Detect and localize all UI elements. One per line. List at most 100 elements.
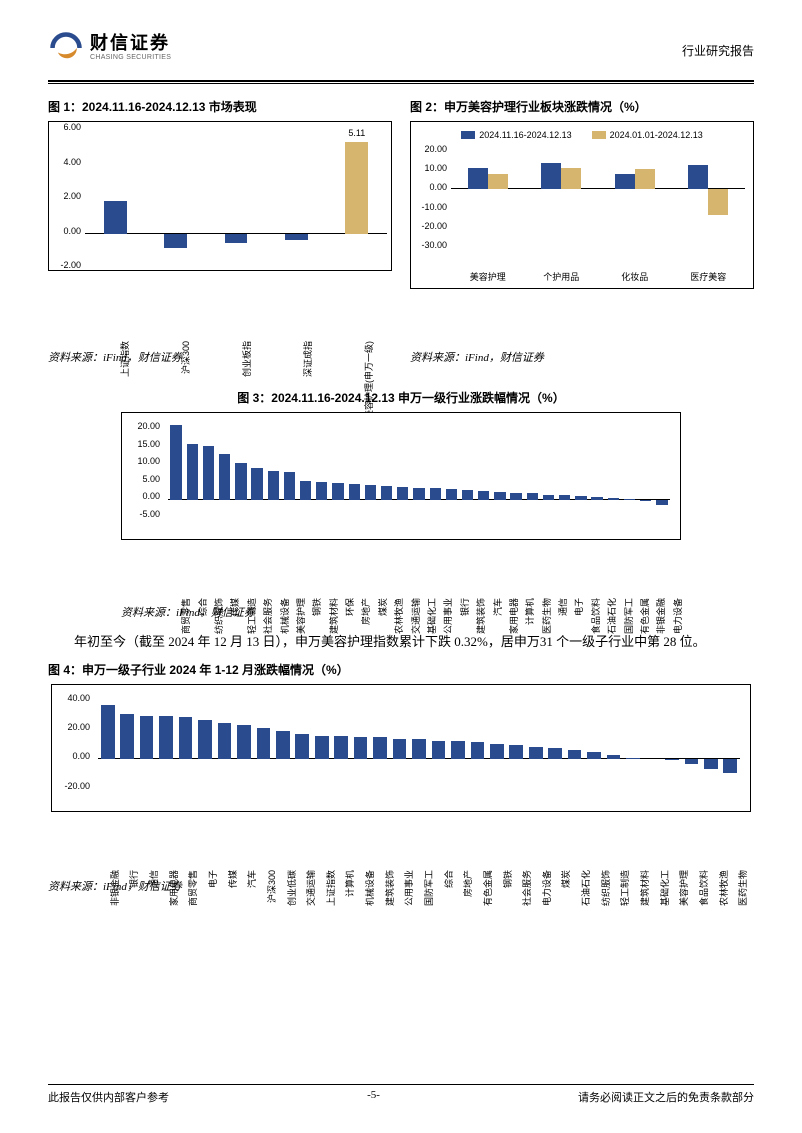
chart-bar — [257, 728, 271, 759]
chart-bar — [251, 468, 262, 500]
chart-bar — [170, 425, 181, 500]
x-tick-label: 机械设备 — [278, 598, 291, 634]
x-tick-label: 社会服务 — [261, 598, 274, 634]
fig3-chart: 20.0015.0010.005.000.00-5.00 — [121, 412, 681, 540]
company-logo-icon — [48, 30, 84, 66]
x-tick-label: 电力设备 — [671, 598, 684, 634]
chart-bar — [561, 168, 581, 189]
x-tick-label: 上证指数 — [118, 341, 131, 377]
x-tick-label: 美容护理 — [470, 270, 506, 283]
chart-bar — [688, 165, 708, 188]
chart-bar — [120, 714, 134, 759]
x-tick-label: 沪深300 — [179, 341, 192, 374]
y-tick-label: 0.00 — [58, 751, 90, 761]
y-tick-label: 6.00 — [49, 122, 81, 132]
y-tick-label: 15.00 — [128, 439, 160, 449]
legend-item: 2024.11.16-2024.12.13 — [461, 130, 571, 140]
chart-bar — [640, 500, 651, 501]
x-tick-label: 商贸零售 — [179, 598, 192, 634]
x-tick-label: 钢铁 — [310, 598, 323, 616]
chart-bar — [268, 471, 279, 500]
x-tick-label: 有色金属 — [638, 598, 651, 634]
chart-bar — [219, 454, 230, 500]
x-tick-label: 电子 — [572, 598, 585, 616]
fig1-chart: 6.004.002.000.00-2.00 5.11 — [48, 121, 392, 271]
x-tick-label: 建筑材料 — [638, 870, 651, 906]
chart-bar — [624, 499, 635, 500]
fig1-source: 资料来源：iFind，财信证券 — [48, 349, 392, 365]
legend-label: 2024.01.01-2024.12.13 — [610, 130, 703, 140]
chart-bar — [315, 736, 329, 760]
chart-bar — [527, 493, 538, 500]
x-tick-label: 传媒 — [228, 598, 241, 616]
chart-bar — [316, 482, 327, 500]
y-tick-label: -2.00 — [49, 260, 81, 270]
chart-bar — [559, 495, 570, 500]
x-tick-label: 公用事业 — [441, 598, 454, 634]
chart-bar — [345, 142, 368, 234]
x-tick-label: 化妆品 — [621, 270, 648, 283]
chart-bar — [413, 488, 424, 500]
y-tick-label: -30.00 — [415, 240, 447, 250]
logo-block: 财信证券 CHASING SECURITIES — [48, 30, 171, 66]
chart-bar — [723, 759, 737, 773]
x-tick-label: 汽车 — [491, 598, 504, 616]
chart-bar — [225, 234, 248, 243]
x-tick-label: 创业板指 — [240, 341, 253, 377]
chart-bar — [471, 742, 485, 759]
x-tick-label: 计算机 — [343, 870, 356, 897]
chart-bar — [285, 234, 308, 240]
footer-right: 请务必阅读正文之后的免责条款部分 — [578, 1089, 754, 1105]
x-tick-label: 国防军工 — [422, 870, 435, 906]
x-tick-label: 食品饮料 — [589, 598, 602, 634]
chart-bar — [365, 485, 376, 500]
page-header: 财信证券 CHASING SECURITIES 行业研究报告 — [48, 0, 754, 74]
chart-bar — [430, 488, 441, 500]
chart-bar — [462, 490, 473, 501]
chart-bar — [685, 759, 699, 764]
x-tick-label: 家用电器 — [167, 870, 180, 906]
chart-bar — [591, 497, 602, 500]
chart-bar — [198, 720, 212, 759]
page-footer: 此报告仅供内部客户参考 -5- 请务必阅读正文之后的免责条款部分 — [48, 1084, 754, 1105]
y-tick-label: 20.00 — [58, 722, 90, 732]
x-tick-label: 国防军工 — [622, 598, 635, 634]
x-tick-label: 房地产 — [461, 870, 474, 897]
chart-bar — [656, 500, 667, 505]
chart-bar — [704, 759, 718, 768]
chart-bar — [276, 731, 290, 759]
x-tick-label: 汽车 — [245, 870, 258, 888]
y-tick-label: -5.00 — [128, 509, 160, 519]
x-tick-label: 机械设备 — [363, 870, 376, 906]
y-tick-label: 10.00 — [128, 456, 160, 466]
chart-bar — [412, 739, 426, 759]
chart-bar — [235, 463, 246, 501]
x-tick-label: 创业低碳 — [285, 870, 298, 906]
legend-item: 2024.01.01-2024.12.13 — [592, 130, 703, 140]
x-tick-label: 深证成指 — [301, 341, 314, 377]
chart-bar — [708, 189, 728, 216]
x-tick-label: 煤炭 — [376, 598, 389, 616]
x-tick-label: 银行 — [458, 598, 471, 616]
x-tick-label: 家用电器 — [507, 598, 520, 634]
x-tick-label: 石油石化 — [579, 870, 592, 906]
chart-bar — [478, 491, 489, 500]
chart-bar — [548, 748, 562, 759]
company-name-en: CHASING SECURITIES — [90, 54, 171, 62]
chart-bar — [237, 725, 251, 759]
x-tick-label: 电力设备 — [540, 870, 553, 906]
y-tick-label: 20.00 — [128, 421, 160, 431]
x-tick-label: 基础化工 — [658, 870, 671, 906]
x-tick-label: 上证指数 — [324, 870, 337, 906]
y-tick-label: 0.00 — [128, 491, 160, 501]
x-tick-label: 轻工制造 — [245, 598, 258, 634]
chart-bar — [510, 493, 521, 501]
y-tick-label: 0.00 — [49, 226, 81, 236]
chart-bar — [284, 472, 295, 500]
x-tick-label: 商贸零售 — [186, 870, 199, 906]
x-tick-label: 通信 — [556, 598, 569, 616]
x-tick-label: 医药生物 — [540, 598, 553, 634]
chart-bar — [446, 489, 457, 500]
fig2-source: 资料来源：iFind，财信证券 — [410, 349, 754, 365]
x-tick-label: 美容护理 — [677, 870, 690, 906]
